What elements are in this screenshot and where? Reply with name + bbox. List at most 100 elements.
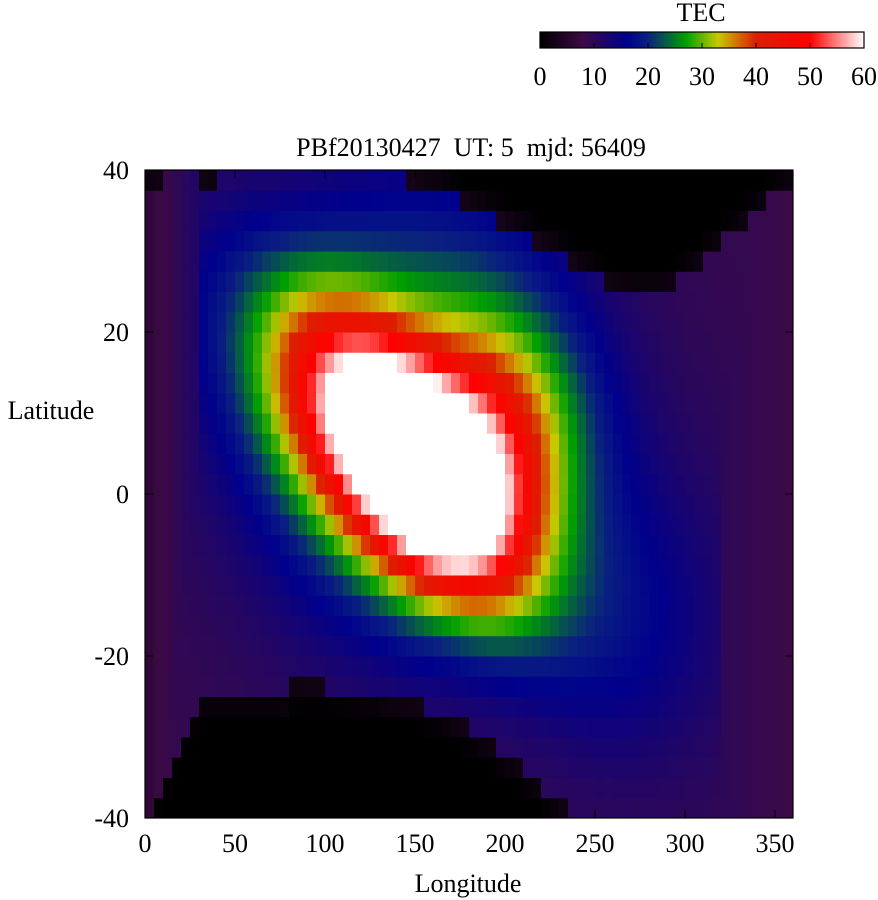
heatmap-cell <box>469 311 479 333</box>
heatmap-cell <box>433 554 443 576</box>
heatmap-cell <box>748 554 758 576</box>
heatmap-cell <box>649 737 659 758</box>
heatmap-cell <box>712 332 722 353</box>
heatmap-cell <box>676 494 686 515</box>
heatmap-cell <box>226 615 236 637</box>
heatmap-cell <box>604 332 614 353</box>
heatmap-cell <box>424 291 434 313</box>
colorbar-step <box>846 32 849 48</box>
heatmap-cell <box>775 656 785 677</box>
heatmap-cell <box>145 777 155 799</box>
heatmap-cell <box>784 635 794 657</box>
heatmap-cell <box>649 372 659 394</box>
colorbar-step <box>696 32 699 48</box>
heatmap-cell <box>262 757 272 778</box>
heatmap-cell <box>460 554 470 576</box>
heatmap-cell <box>622 494 632 515</box>
heatmap-cell <box>568 797 578 819</box>
heatmap-cell <box>298 433 308 454</box>
heatmap-cell <box>172 251 182 272</box>
heatmap-cell <box>262 392 272 414</box>
heatmap-cell <box>775 271 785 292</box>
colorbar-step <box>718 32 721 48</box>
heatmap-cell <box>685 676 695 697</box>
heatmap-cell <box>172 615 182 637</box>
colorbar-tick-label: 40 <box>743 62 769 91</box>
heatmap-cell <box>586 716 596 738</box>
heatmap-cell <box>703 332 713 353</box>
heatmap-cell <box>559 372 569 394</box>
heatmap-cell <box>748 311 758 333</box>
heatmap-cell <box>226 433 236 454</box>
heatmap-cell <box>586 554 596 576</box>
heatmap-cell <box>199 757 209 778</box>
heatmap-cell <box>523 554 533 576</box>
heatmap-cell <box>316 311 326 333</box>
heatmap-cell <box>280 514 290 535</box>
heatmap-cell <box>379 494 389 515</box>
heatmap-cell <box>667 494 677 515</box>
colorbar-step <box>654 32 657 48</box>
heatmap-cell <box>190 311 200 333</box>
heatmap-cell <box>361 696 371 718</box>
heatmap-cell <box>262 311 272 333</box>
heatmap-cell <box>532 271 542 292</box>
heatmap-cell <box>595 514 605 535</box>
heatmap-cell <box>469 433 479 454</box>
colorbar-step <box>612 32 615 48</box>
heatmap-cell <box>694 311 704 333</box>
heatmap-cell <box>361 554 371 576</box>
heatmap-cell <box>262 352 272 373</box>
heatmap-cell <box>145 797 155 819</box>
heatmap-cell <box>199 453 209 475</box>
heatmap-cell <box>532 676 542 697</box>
heatmap-cell <box>712 534 722 556</box>
heatmap-cell <box>676 170 686 191</box>
colorbar-step <box>780 32 783 48</box>
heatmap-cell <box>541 271 551 292</box>
heatmap-cell <box>730 413 740 434</box>
heatmap-cell <box>424 251 434 272</box>
heatmap-cell <box>613 676 623 697</box>
heatmap-cell <box>172 392 182 414</box>
heatmap-cell <box>154 190 164 211</box>
heatmap-cell <box>352 251 362 272</box>
heatmap-cell <box>532 413 542 434</box>
heatmap-cell <box>523 737 533 758</box>
heatmap-cell <box>280 494 290 515</box>
heatmap-cell <box>694 251 704 272</box>
heatmap-cell <box>775 392 785 414</box>
heatmap-cell <box>397 554 407 576</box>
colorbar-step <box>826 32 829 48</box>
heatmap-cell <box>361 595 371 616</box>
heatmap-cell <box>649 757 659 778</box>
heatmap-cell <box>469 210 479 232</box>
heatmap-cell <box>766 210 776 232</box>
heatmap-cell <box>694 676 704 697</box>
heatmap-cell <box>208 170 218 191</box>
heatmap-cell <box>181 554 191 576</box>
heatmap-cell <box>478 554 488 576</box>
heatmap-cell <box>235 372 245 394</box>
heatmap-cell <box>154 352 164 373</box>
heatmap-cell <box>208 413 218 434</box>
heatmap-cell <box>586 433 596 454</box>
heatmap-cell <box>685 575 695 596</box>
heatmap-cell <box>379 716 389 738</box>
heatmap-cell <box>505 372 515 394</box>
heatmap-cell <box>370 737 380 758</box>
heatmap-cell <box>316 413 326 434</box>
heatmap-cell <box>775 514 785 535</box>
heatmap-cell <box>325 473 335 495</box>
heatmap-cell <box>667 737 677 758</box>
heatmap-cell <box>640 635 650 657</box>
heatmap-cell <box>667 210 677 232</box>
heatmap-cell <box>361 291 371 313</box>
heatmap-cell <box>514 352 524 373</box>
heatmap-cell <box>640 271 650 292</box>
heatmap-cell <box>334 332 344 353</box>
heatmap-cell <box>631 737 641 758</box>
heatmap-cell <box>442 190 452 211</box>
heatmap-cell <box>262 797 272 819</box>
heatmap-cell <box>757 453 767 475</box>
